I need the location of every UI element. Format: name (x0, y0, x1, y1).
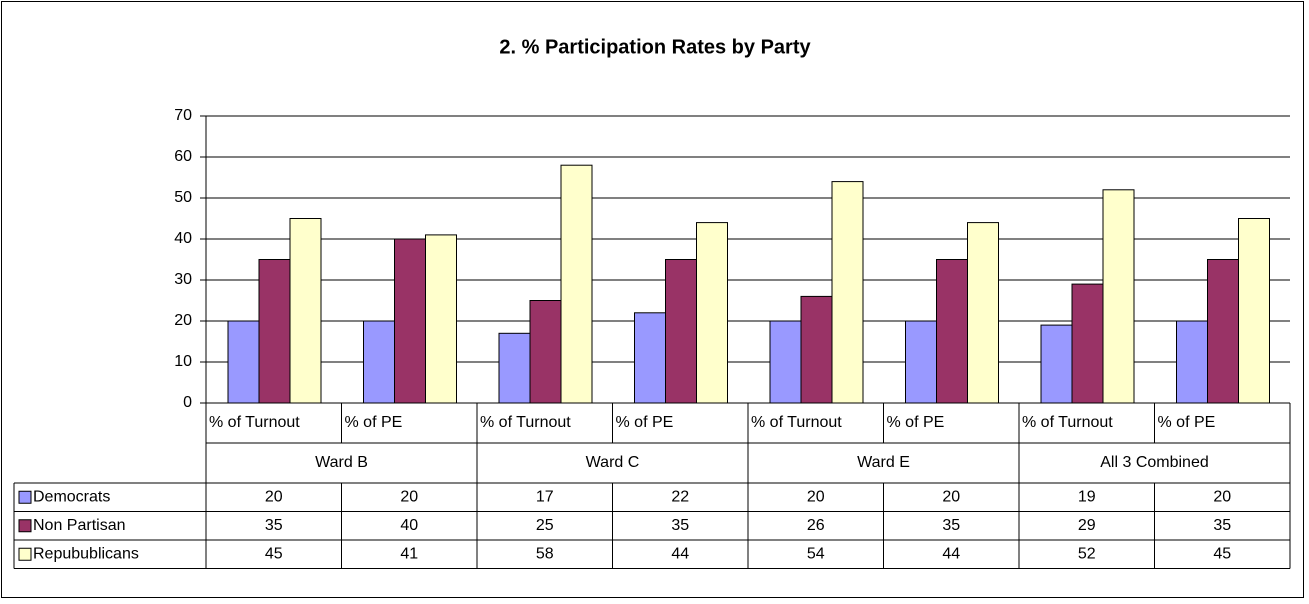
y-tick-label: 20 (174, 312, 192, 329)
table-value: 26 (807, 517, 825, 534)
table-value: 17 (536, 488, 554, 505)
bar (696, 222, 728, 404)
y-tick-label: 70 (174, 107, 192, 124)
table-value: 45 (1213, 545, 1231, 562)
table-value: 40 (400, 517, 418, 534)
table-value: 22 (671, 488, 689, 505)
bar (800, 295, 833, 404)
legend-swatch (18, 519, 32, 533)
bar (936, 259, 968, 404)
bar (634, 312, 666, 404)
table-value: 20 (942, 488, 960, 505)
table-value: 44 (671, 545, 689, 562)
legend-swatch (18, 490, 32, 504)
x-tick-label: % of Turnout (1022, 414, 1113, 431)
y-tick-label: 60 (174, 148, 192, 165)
group-label: Ward E (857, 454, 910, 471)
table-value: 25 (536, 517, 554, 534)
group-label: Ward B (315, 454, 368, 471)
table-value: 35 (265, 517, 283, 534)
bar (1207, 259, 1239, 404)
x-tick-label: % of PE (1158, 414, 1216, 431)
bar (665, 259, 697, 404)
table-value: 20 (807, 488, 825, 505)
bar (529, 300, 562, 404)
bar (560, 164, 593, 404)
bar (967, 222, 999, 404)
table-value: 52 (1078, 545, 1096, 562)
table-value: 20 (1213, 488, 1231, 505)
bar (831, 181, 864, 404)
bar (258, 259, 291, 404)
table-value: 58 (536, 545, 554, 562)
x-tick-label: % of PE (887, 414, 945, 431)
bar (227, 320, 260, 404)
table-value: 19 (1078, 488, 1096, 505)
x-tick-label: % of Turnout (209, 414, 300, 431)
x-tick-label: % of PE (616, 414, 674, 431)
group-label: Ward C (586, 454, 640, 471)
x-tick-label: % of Turnout (751, 414, 842, 431)
table-value: 35 (942, 517, 960, 534)
bar (498, 332, 531, 404)
group-label: All 3 Combined (1100, 454, 1209, 471)
bar (1071, 283, 1104, 404)
chart-title: 2. % Participation Rates by Party (499, 36, 811, 58)
table-value: 54 (807, 545, 825, 562)
table-value: 35 (671, 517, 689, 534)
legend-swatch (18, 547, 32, 561)
bar (1040, 324, 1073, 404)
legend-label: Democrats (33, 488, 110, 505)
x-tick-label: % of Turnout (480, 414, 571, 431)
legend-label: Non Partisan (33, 517, 126, 534)
y-tick-label: 30 (174, 271, 192, 288)
table-value: 44 (942, 545, 960, 562)
bar (1102, 189, 1135, 404)
table-value: 45 (265, 545, 283, 562)
table-value: 29 (1078, 517, 1096, 534)
y-tick-label: 0 (183, 394, 192, 411)
x-tick-label: % of PE (345, 414, 403, 431)
bar (425, 234, 457, 404)
table-value: 20 (400, 488, 418, 505)
bar (769, 320, 802, 404)
table-value: 41 (400, 545, 418, 562)
table-value: 20 (265, 488, 283, 505)
bar (1176, 320, 1208, 404)
bar (905, 320, 937, 404)
table-value: 35 (1213, 517, 1231, 534)
legend-label: Repubublicans (33, 545, 139, 562)
y-tick-label: 40 (174, 230, 192, 247)
y-tick-label: 10 (174, 353, 192, 370)
bar (363, 320, 395, 404)
y-tick-label: 50 (174, 189, 192, 206)
bar (289, 218, 322, 404)
bar (1238, 218, 1270, 404)
bar (394, 238, 426, 404)
